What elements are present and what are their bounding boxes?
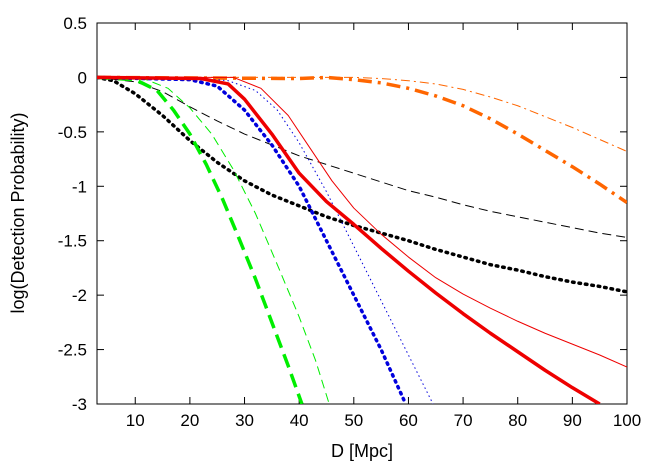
- series-line-3: [97, 75, 627, 294]
- y-tick-label: -1.5: [58, 232, 87, 251]
- x-axis-title: D [Mpc]: [331, 441, 393, 461]
- plot-frame: [96, 22, 628, 405]
- y-tick-label: -3: [72, 395, 87, 414]
- y-axis-title: log(Detection Probability): [8, 112, 28, 313]
- y-tick-label: 0: [78, 68, 87, 87]
- x-tick-label: 60: [399, 411, 418, 430]
- x-tick-label: 30: [235, 411, 254, 430]
- series-line-4: [97, 76, 627, 238]
- series-line-2: [97, 75, 627, 205]
- series-line-6: [97, 76, 330, 404]
- y-tick-label: -2.5: [58, 341, 87, 360]
- series-line-10: [97, 76, 627, 368]
- x-tick-label: 40: [290, 411, 309, 430]
- series-line-8: [97, 76, 434, 404]
- x-tick-label: 80: [508, 411, 527, 430]
- x-tick-label: 20: [180, 411, 199, 430]
- series-line-9: [97, 75, 601, 404]
- series-line-5: [97, 75, 304, 404]
- x-tick-label: 50: [344, 411, 363, 430]
- series-line-1: [97, 76, 627, 152]
- x-tick-label: 100: [613, 411, 641, 430]
- x-tick-label: 10: [126, 411, 145, 430]
- series-line-7: [97, 75, 408, 404]
- y-tick-label: -1: [72, 177, 87, 196]
- x-tick-labels: 10 20 30 40 50 60 70 80 90 100: [126, 411, 641, 430]
- y-tick-label: -2: [72, 286, 87, 305]
- axis-ticks: [97, 22, 628, 405]
- y-tick-labels: 0.5 0 -0.5 -1 -1.5 -2 -2.5 -3: [58, 14, 87, 414]
- y-tick-label: 0.5: [63, 14, 87, 33]
- x-tick-label: 90: [563, 411, 582, 430]
- y-tick-label: -0.5: [58, 123, 87, 142]
- series-layer: [97, 75, 627, 404]
- x-tick-label: 70: [454, 411, 473, 430]
